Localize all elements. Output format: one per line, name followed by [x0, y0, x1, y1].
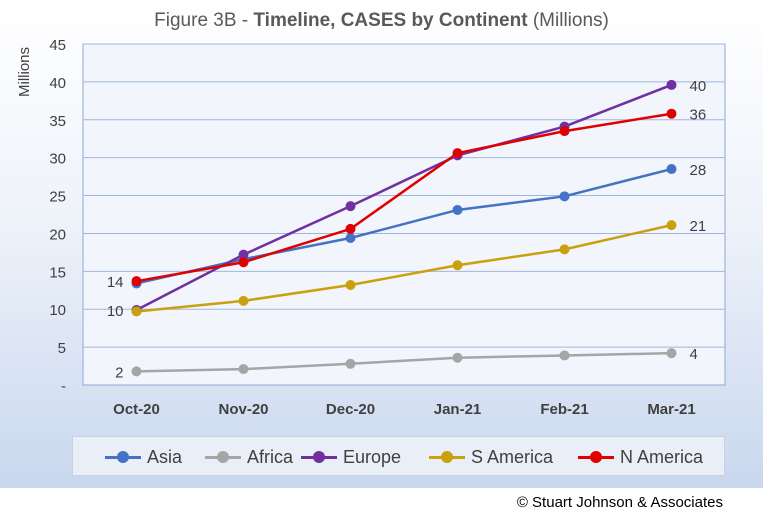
legend-item-africa: Africa: [205, 446, 293, 468]
data-label: 21: [690, 218, 707, 235]
series-line-europe: [135, 83, 672, 312]
data-point: [452, 148, 463, 159]
data-point: [559, 191, 570, 202]
chart-title-bold: Timeline, CASES by Continent: [253, 10, 528, 31]
data-point: [666, 220, 677, 231]
data-point: [131, 306, 142, 317]
y-tick-label: 30: [49, 151, 66, 168]
series-line-s-america: [136, 223, 672, 313]
legend: Asia Africa Europe S America N America: [72, 436, 725, 476]
y-tick-label: -: [61, 378, 66, 395]
legend-swatch: [105, 447, 141, 467]
data-point: [345, 223, 356, 234]
data-label: 36: [690, 107, 707, 124]
legend-item-n-america: N America: [578, 446, 703, 468]
y-tick-label: 40: [49, 75, 66, 92]
plot-area: [82, 43, 726, 386]
legend-swatch-marker: [117, 451, 129, 463]
data-point: [559, 350, 570, 361]
data-point: [345, 201, 356, 212]
data-point: [452, 260, 463, 271]
data-point: [238, 295, 249, 306]
data-label: 28: [690, 162, 707, 179]
data-point: [559, 244, 570, 255]
y-tick-label: 45: [49, 37, 66, 54]
data-point: [345, 232, 356, 243]
copyright-text: © Stuart Johnson & Associates: [516, 494, 723, 511]
chart-title-prefix: Figure 3B -: [154, 10, 254, 31]
x-tick-label: Nov-20: [218, 401, 268, 418]
data-point: [131, 276, 142, 287]
data-point: [666, 79, 677, 90]
data-point: [238, 364, 249, 375]
legend-swatch: [205, 447, 241, 467]
data-point: [238, 249, 249, 260]
data-point: [131, 366, 142, 377]
data-point: [345, 279, 356, 290]
legend-label: N America: [620, 446, 704, 467]
data-point: [559, 126, 570, 137]
data-point: [666, 164, 677, 175]
legend-swatch-marker: [590, 451, 602, 463]
y-tick-label: 10: [49, 302, 66, 319]
x-tick-label: Jan-21: [434, 401, 482, 418]
series-line-africa: [136, 351, 672, 373]
x-tick-label: Oct-20: [113, 401, 160, 418]
legend-item-s-america: S America: [429, 446, 553, 468]
y-tick-label: 20: [49, 226, 66, 243]
data-point: [452, 352, 463, 363]
legend-label: S America: [471, 446, 554, 467]
data-label: 10: [107, 303, 124, 320]
data-label: 2: [115, 364, 123, 381]
series-line-n-america: [136, 112, 672, 283]
data-label: 40: [690, 78, 707, 95]
y-tick-label: 35: [49, 113, 66, 130]
x-tick-label: Mar-21: [647, 401, 695, 418]
y-tick-label: 5: [58, 340, 66, 357]
legend-swatch: [301, 447, 337, 467]
legend-label: Africa: [247, 446, 294, 467]
legend-label: Europe: [343, 446, 402, 467]
y-axis-label: Millions: [16, 47, 33, 97]
legend-swatch: [578, 447, 614, 467]
data-point: [666, 108, 677, 119]
data-point: [238, 257, 249, 268]
chart-title: Figure 3B - Timeline, CASES by Continent…: [0, 10, 763, 32]
data-point: [666, 348, 677, 359]
data-label: 14: [107, 274, 124, 291]
plot-svg: - 5 10 15 20 25 30 35 40 45 Millions Oct-20 Nov-20 De…: [16, 37, 726, 418]
x-tick-label: Feb-21: [540, 401, 588, 418]
data-point: [345, 358, 356, 369]
legend-swatch: [429, 447, 465, 467]
chart-area: Figure 3B - Timeline, CASES by Continent…: [0, 0, 763, 488]
y-tick-label: 15: [49, 264, 66, 281]
legend-swatch-marker: [217, 451, 229, 463]
legend-item-europe: Europe: [301, 446, 401, 468]
legend-item-asia: Asia: [105, 446, 182, 468]
legend-swatch-marker: [441, 451, 453, 463]
data-point: [452, 204, 463, 215]
chart-title-suffix: (Millions): [527, 10, 609, 31]
legend-swatch-marker: [313, 451, 325, 463]
y-tick-label: 25: [49, 189, 66, 206]
legend-label: Asia: [147, 446, 183, 467]
x-tick-label: Dec-20: [326, 401, 375, 418]
data-label: 4: [690, 346, 698, 363]
